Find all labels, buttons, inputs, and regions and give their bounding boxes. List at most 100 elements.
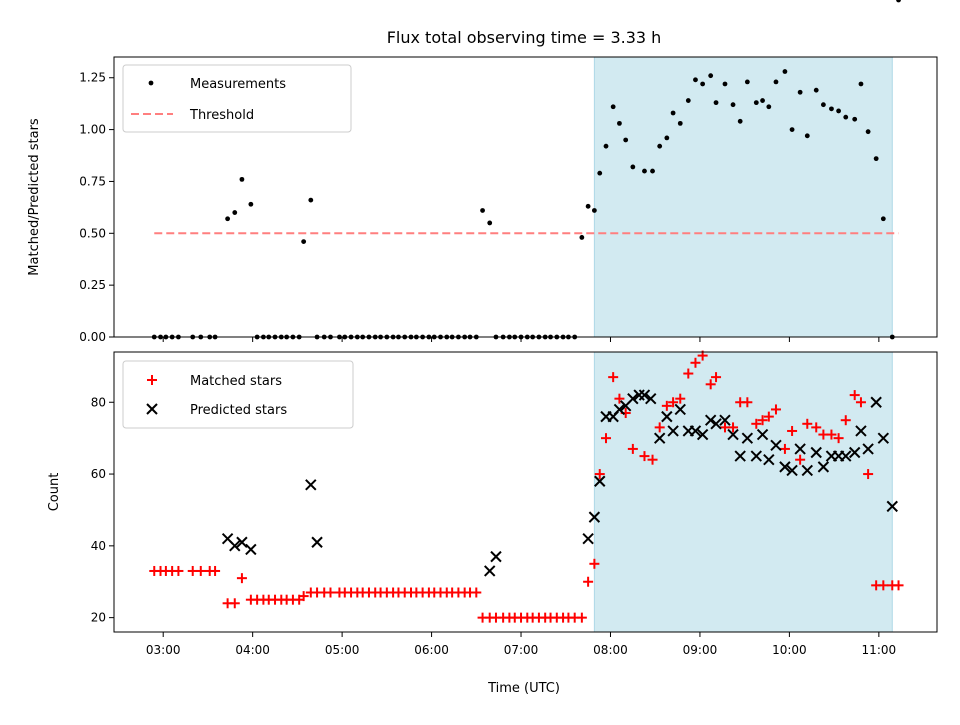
matched-star-point bbox=[802, 418, 813, 429]
predicted-star-point bbox=[674, 403, 686, 416]
predicted-star-point bbox=[848, 446, 861, 459]
matched-star-point bbox=[647, 454, 658, 465]
predicted-star-point bbox=[756, 428, 769, 441]
predicted-star-point bbox=[689, 425, 702, 437]
measurement-point bbox=[829, 106, 834, 112]
legend-matched-label: Matched stars bbox=[190, 374, 282, 389]
measurement-point bbox=[591, 208, 597, 213]
measurement-point bbox=[773, 79, 779, 85]
measurement-point bbox=[623, 137, 629, 143]
legend-measurements-marker bbox=[148, 80, 154, 86]
matched-star-point bbox=[210, 565, 221, 576]
measurement-point bbox=[642, 168, 647, 174]
matched-star-point bbox=[863, 469, 874, 480]
measurement-point bbox=[579, 235, 585, 240]
predicted-star-point bbox=[667, 425, 679, 437]
predicted-star-point bbox=[870, 396, 882, 408]
x-tick-label: 08:00 bbox=[593, 643, 628, 657]
predicted-star-point bbox=[786, 464, 798, 477]
measurement-point bbox=[239, 176, 245, 182]
bottom-y-tick-label: 40 bbox=[91, 539, 106, 553]
predicted-star-point bbox=[840, 450, 852, 462]
matched-star-point bbox=[795, 454, 806, 465]
x-tick-label: 10:00 bbox=[772, 643, 807, 657]
predicted-star-point bbox=[794, 443, 806, 455]
predicted-star-point bbox=[727, 428, 739, 441]
matched-star-point bbox=[668, 397, 679, 408]
legend-predicted-marker bbox=[146, 403, 158, 415]
matched-star-point bbox=[583, 576, 594, 587]
matched-star-point bbox=[826, 429, 837, 440]
measurement-point bbox=[650, 168, 655, 174]
measurement-point bbox=[753, 100, 759, 106]
top-y-tick-label: 0.75 bbox=[79, 174, 106, 188]
predicted-star-point bbox=[236, 536, 248, 548]
predicted-star-point bbox=[582, 532, 594, 545]
measurement-point bbox=[630, 164, 636, 170]
matched-star-point bbox=[675, 393, 686, 404]
bottom-panel-frame bbox=[113, 351, 938, 633]
measurement-point bbox=[248, 201, 254, 207]
predicted-star-point bbox=[810, 446, 822, 459]
predicted-star-point bbox=[638, 389, 651, 401]
matched-star-point bbox=[751, 418, 762, 429]
x-tick-label: 03:00 bbox=[146, 643, 181, 657]
matched-star-point bbox=[627, 443, 638, 454]
top-highlight-region bbox=[593, 56, 893, 338]
predicted-star-point bbox=[704, 414, 717, 426]
top-panel: 0.00 0.25 0.50 0.75 1.00 1.25 Measurements Thre… bbox=[79, 0, 938, 344]
matched-star-point bbox=[471, 587, 482, 598]
bottom-y-axis-label: Count bbox=[47, 473, 62, 512]
matched-star-point bbox=[661, 400, 672, 411]
matched-star-point bbox=[576, 612, 587, 623]
measurement-point bbox=[617, 120, 622, 126]
matched-star-point bbox=[601, 433, 612, 444]
top-y-tick-label: 0.00 bbox=[79, 330, 106, 344]
predicted-star-point bbox=[770, 439, 782, 452]
matched-star-point bbox=[711, 372, 722, 383]
matched-star-point bbox=[770, 404, 781, 415]
predicted-star-point bbox=[696, 428, 709, 441]
bottom-y-tick-label: 60 bbox=[91, 467, 106, 481]
matched-star-point bbox=[229, 598, 240, 609]
matched-star-point bbox=[594, 469, 605, 480]
predicted-star-point bbox=[862, 443, 874, 455]
matched-star-point bbox=[608, 372, 619, 383]
legend-matched-marker bbox=[147, 375, 157, 385]
matched-star-point bbox=[855, 397, 866, 408]
measurement-point bbox=[301, 239, 307, 244]
x-tick-label: 05:00 bbox=[325, 643, 360, 657]
predicted-star-point bbox=[734, 450, 746, 462]
top-y-tick-label: 1.25 bbox=[79, 71, 106, 85]
measurement-point bbox=[685, 98, 691, 103]
measurement-point bbox=[852, 116, 858, 122]
x-tick-label: 07:00 bbox=[504, 643, 539, 657]
measurement-point bbox=[858, 81, 864, 87]
matched-star-point bbox=[742, 397, 753, 408]
measurement-point bbox=[610, 104, 616, 110]
measurement-point bbox=[896, 0, 901, 3]
matched-star-point bbox=[893, 580, 904, 591]
measurement-point bbox=[664, 135, 670, 141]
matched-star-point bbox=[325, 587, 336, 598]
top-legend-box bbox=[122, 64, 352, 133]
predicted-star-point bbox=[229, 540, 241, 552]
predicted-star-point bbox=[588, 511, 601, 523]
measurement-point bbox=[657, 143, 663, 149]
matched-star-point bbox=[878, 580, 889, 591]
bottom-y-tick-label: 20 bbox=[91, 611, 106, 625]
predicted-star-point bbox=[653, 432, 666, 444]
measurement-point bbox=[782, 69, 788, 74]
matched-star-point bbox=[779, 443, 790, 454]
measurement-point bbox=[766, 104, 772, 110]
top-y-tick-label: 0.50 bbox=[79, 226, 106, 240]
top-panel-frame bbox=[113, 56, 938, 338]
predicted-star-point bbox=[750, 450, 763, 462]
x-tick-label: 09:00 bbox=[683, 643, 718, 657]
predicted-star-point bbox=[779, 461, 791, 473]
measurement-point bbox=[670, 110, 676, 116]
measurement-point bbox=[880, 216, 886, 222]
measurement-point bbox=[737, 118, 743, 124]
predicted-star-point bbox=[594, 475, 606, 487]
legend-measurements-label: Measurements bbox=[190, 77, 286, 92]
